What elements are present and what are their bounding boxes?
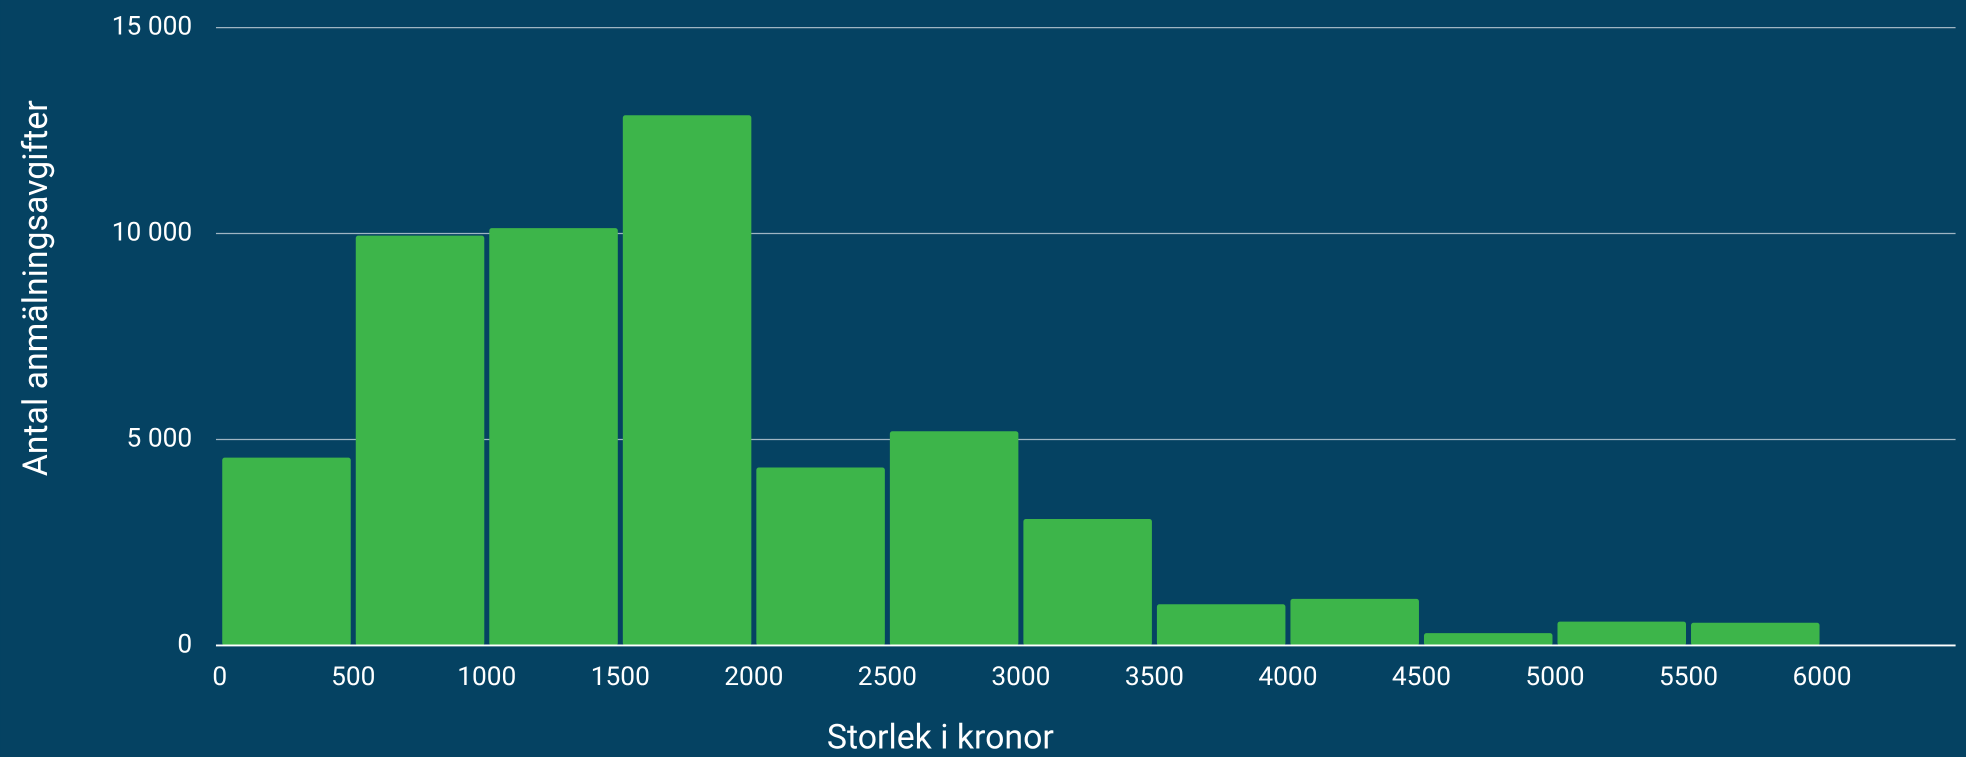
x-tick-label: 4500	[1392, 662, 1451, 692]
y-tick-label: 15 000	[112, 12, 192, 42]
x-tick-label: 2000	[724, 662, 783, 692]
x-tick-label: 3500	[1125, 662, 1184, 692]
bar	[222, 457, 351, 646]
bar	[1156, 604, 1286, 646]
bar	[1557, 621, 1687, 646]
x-tick-label: 0	[212, 662, 227, 692]
bar	[622, 115, 752, 646]
x-tick-label: 5500	[1659, 662, 1718, 692]
y-axis-title: Antal anmälningsavgifter	[17, 100, 56, 476]
bar	[355, 235, 485, 646]
x-tick-label: 5000	[1525, 662, 1584, 692]
x-tick-label: 500	[331, 662, 375, 692]
x-tick-label: 1500	[591, 662, 650, 692]
bar	[889, 431, 1019, 646]
y-tick-label: 10 000	[112, 217, 192, 247]
x-tick-label: 1000	[457, 662, 516, 692]
x-tick-label: 4000	[1258, 662, 1317, 692]
bar	[1423, 633, 1553, 646]
bar	[1023, 518, 1152, 646]
bar	[1691, 622, 1820, 646]
x-axis-title: Storlek i kronor	[827, 718, 1054, 757]
x-tick-label: 2500	[858, 662, 917, 692]
y-tick-label: 5 000	[127, 423, 193, 453]
x-tick-label: 6000	[1792, 662, 1851, 692]
y-tick-label: 0	[177, 629, 192, 659]
x-tick-label: 3000	[991, 662, 1050, 692]
bar	[1290, 598, 1419, 646]
bar	[489, 228, 618, 646]
bar	[756, 467, 885, 646]
